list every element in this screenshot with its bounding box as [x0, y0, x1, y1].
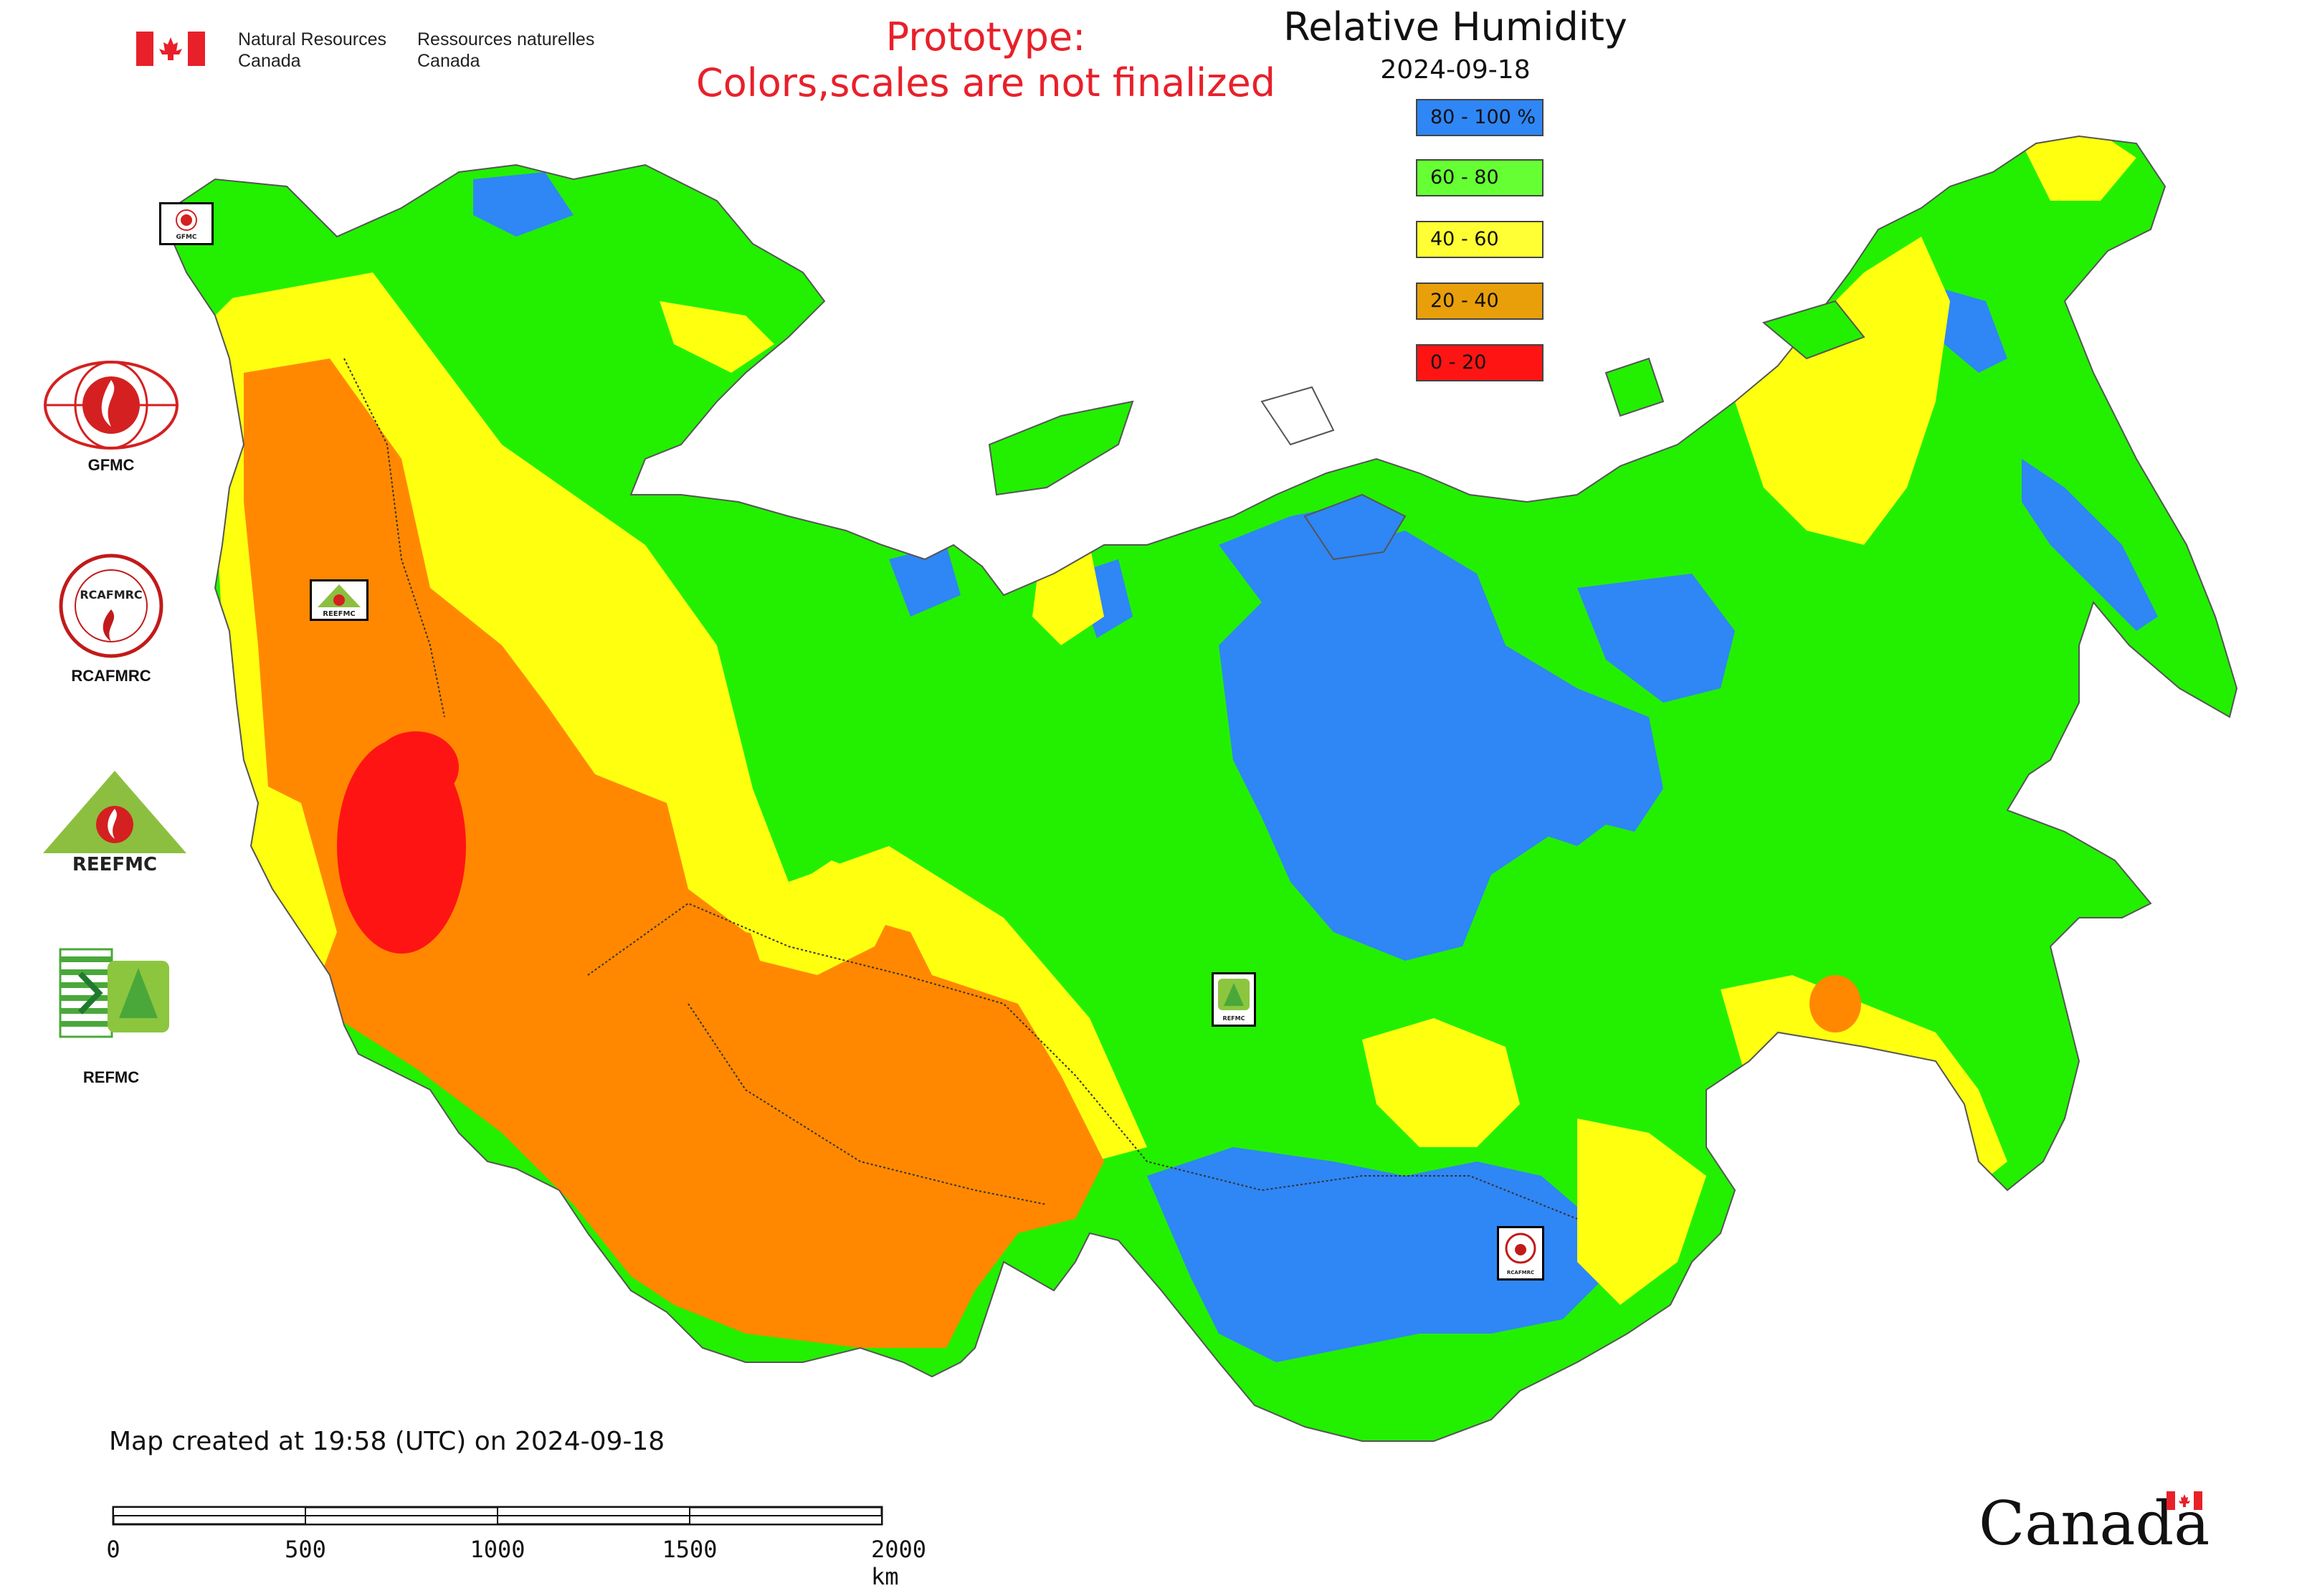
map-badge-refmc: REFMC	[1212, 972, 1256, 1027]
nrcan-signature: Natural Resources Canada Ressources natu…	[136, 29, 624, 72]
map-date: 2024-09-18	[1380, 55, 1531, 85]
legend-item: 80 - 100 %	[1416, 99, 1544, 136]
svg-text:REFMC: REFMC	[1223, 1015, 1245, 1022]
refmc-label: REFMC	[82, 1068, 140, 1086]
map-title: Relative Humidity	[1283, 4, 1627, 49]
humidity-fields	[161, 136, 2158, 1362]
svg-text:RCAFMRC: RCAFMRC	[80, 588, 142, 602]
scale-label: 0	[106, 1536, 120, 1563]
map-badge-rcafmrc: RCAFMRC	[1497, 1226, 1544, 1281]
map-badge-reefmc: REEFMC	[310, 579, 368, 621]
svg-text:RCAFMRC: RCAFMRC	[1507, 1270, 1534, 1276]
svg-text:REEFMC: REEFMC	[72, 854, 157, 875]
map-created-timestamp: Map created at 19:58 (UTC) on 2024-09-18	[109, 1427, 665, 1456]
map-badge-gfmc: GFMC	[159, 202, 214, 245]
rcafmrc-logo: RCAFMRC	[59, 554, 163, 658]
legend-item: 20 - 40	[1416, 282, 1544, 320]
scale-label: 1000	[470, 1536, 525, 1563]
arctic-islands	[988, 300, 1865, 561]
org-name-en: Natural Resources Canada	[238, 29, 387, 71]
scale-label: 2000 km	[871, 1536, 927, 1590]
prototype-notice: Prototype: Colors,scales are not finaliz…	[696, 14, 1275, 105]
reefmc-logo: REEFMC	[43, 771, 186, 875]
legend-item: 0 - 20	[1416, 344, 1544, 381]
svg-text:GFMC: GFMC	[176, 234, 196, 241]
legend-item: 40 - 60	[1416, 221, 1544, 258]
gfmc-logo	[44, 361, 179, 450]
org-name-fr: Ressources naturelles Canada	[417, 29, 595, 71]
rcafmrc-label: RCAFMRC	[71, 667, 151, 685]
gfmc-label: GFMC	[87, 456, 135, 474]
svg-text:REEFMC: REEFMC	[323, 610, 355, 618]
legend-item: 60 - 80	[1416, 159, 1544, 196]
scale-label: 1500	[662, 1536, 718, 1563]
scale-bar: 0 500 1000 1500 2000 km	[106, 1498, 968, 1590]
country-borders	[343, 358, 1578, 1220]
scale-label: 500	[285, 1536, 326, 1563]
canada-flag-icon	[2167, 1491, 2202, 1510]
canada-flag-icon	[136, 32, 205, 66]
canada-wordmark: Canada	[1979, 1488, 2210, 1559]
refmc-logo	[59, 948, 169, 1038]
